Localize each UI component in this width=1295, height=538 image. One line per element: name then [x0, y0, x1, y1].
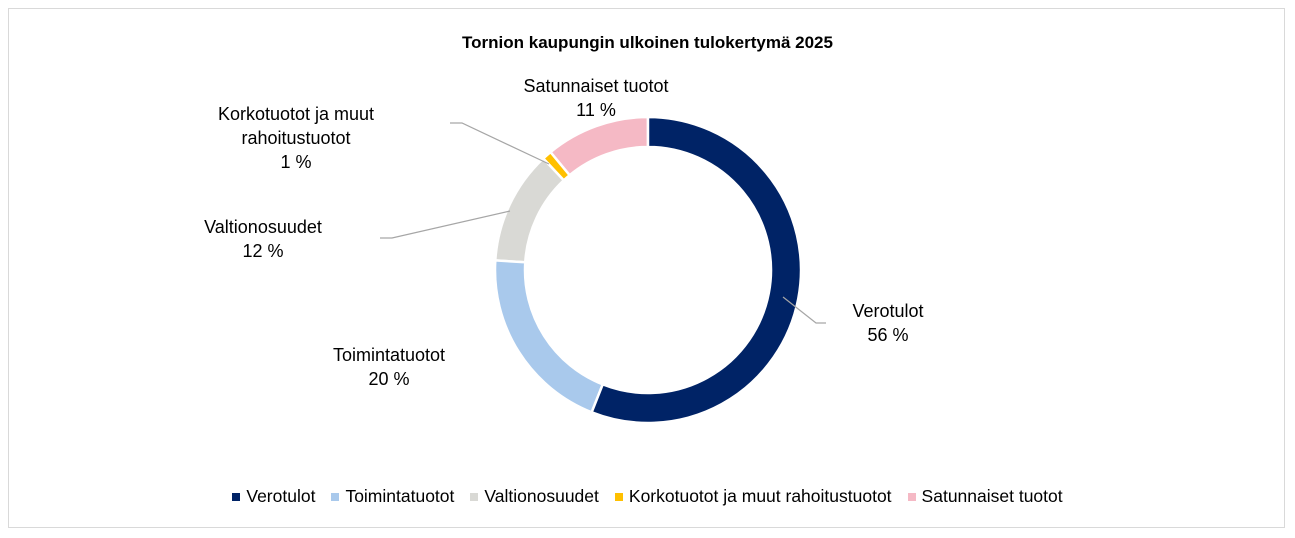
legend-entry: Korkotuotot ja muut rahoitustuotot — [614, 486, 892, 507]
data-label-value: 11 % — [576, 100, 616, 120]
data-label-value: 12 % — [242, 241, 284, 261]
legend-label: Valtionosuudet — [484, 486, 599, 506]
legend-label: Toimintatuotot — [345, 486, 455, 506]
legend-entry: Verotulot — [232, 486, 315, 507]
legend-swatch — [470, 492, 479, 501]
legend-swatch — [232, 492, 241, 501]
data-label: Toimintatuotot 20 % — [333, 343, 445, 391]
data-label: Valtionosuudet 12 % — [204, 215, 322, 263]
donut-segment — [590, 115, 803, 425]
leader-line — [782, 296, 826, 324]
chart-frame — [8, 8, 1285, 528]
data-label-value: 56 % — [867, 325, 909, 345]
chart-title: Tornion kaupungin ulkoinen tulokertymä 2… — [462, 33, 833, 52]
data-label-category: Toimintatuotot — [332, 345, 446, 365]
donut-segment — [493, 259, 605, 414]
legend-swatch — [907, 492, 916, 501]
data-label-category: Satunnaiset tuotot — [523, 76, 669, 96]
leader-lines — [380, 122, 826, 324]
legend-label: Verotulot — [246, 486, 316, 506]
data-label: Verotulot 56 % — [852, 299, 923, 347]
data-label-value: 1 % — [280, 152, 312, 172]
legend-swatch — [614, 492, 623, 501]
data-label-category: Korkotuotot ja muut rahoitustuotot — [217, 104, 375, 148]
legend-entry: Satunnaiset tuotot — [907, 486, 1063, 507]
legend-label: Satunnaiset tuotot — [921, 486, 1063, 506]
leader-line — [450, 122, 550, 165]
legend: Verotulot Toimintatuotot Valtionosuudet Kor… — [0, 486, 1295, 507]
legend-swatch — [331, 492, 340, 501]
legend-entry: Valtionosuudet — [470, 486, 599, 507]
data-label-value: 20 % — [368, 369, 410, 389]
legend-label: Korkotuotot ja muut rahoitustuotot — [628, 486, 892, 506]
data-label-category: Verotulot — [852, 301, 924, 321]
data-label: Satunnaiset tuotot 11 % — [523, 74, 668, 122]
donut-segment — [493, 156, 566, 264]
leader-line — [380, 210, 511, 239]
legend-entry: Toimintatuotot — [331, 486, 454, 507]
data-label-category: Valtionosuudet — [204, 217, 322, 237]
donut-segment — [548, 115, 650, 177]
data-label: Korkotuotot ja muut rahoitustuotot 1 % — [204, 102, 389, 174]
